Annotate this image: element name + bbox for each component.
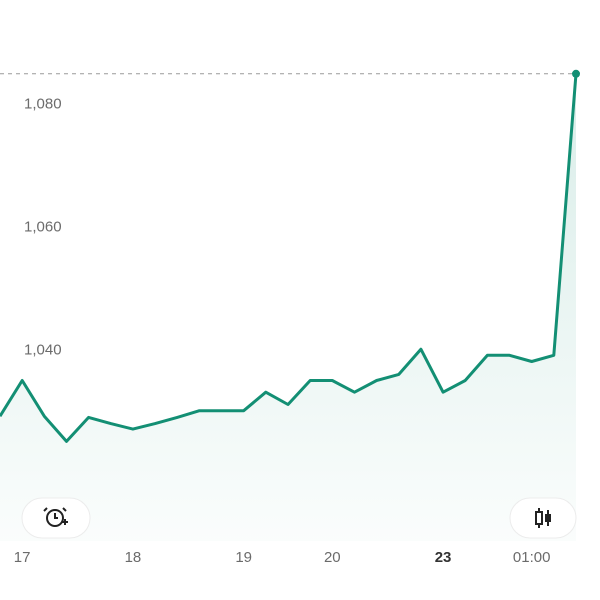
candle-icon [545,514,551,522]
alarm-icon [46,509,64,527]
area [0,73,576,542]
x-tick-label: 20 [324,549,341,566]
x-tick-label: 17 [14,549,31,566]
line [0,73,578,443]
alarm-button[interactable] [21,497,91,539]
last-point [572,69,580,78]
x-tick-label: 19 [235,549,252,566]
candle-wick [538,508,549,528]
alarm-icon-detail [43,507,68,525]
candle-button[interactable] [509,497,577,539]
y-tick-label: 1,060 [24,218,62,235]
x-tick-label: 23 [435,549,452,566]
x-tick-label: 18 [125,549,142,566]
y-tick-label: 1,040 [24,341,62,358]
x-tick-label: 01:00 [513,549,551,566]
y-tick-label: 1,080 [24,95,62,112]
plot-area: 1,040 1,060 1,080 17 18 19 20 23 01:00 [0,69,580,566]
